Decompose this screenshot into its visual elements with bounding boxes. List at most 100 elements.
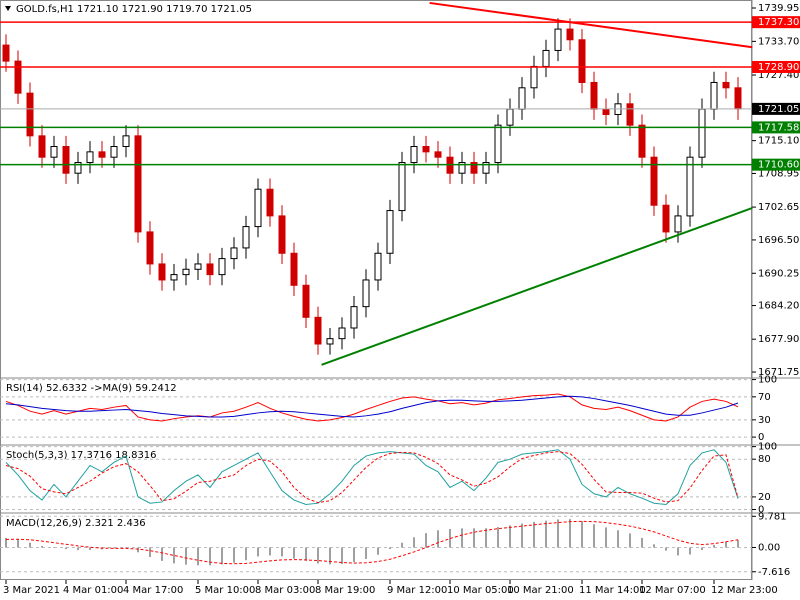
macd-bar	[497, 527, 499, 548]
level-tag	[752, 121, 800, 134]
candle-body	[566, 28, 574, 41]
candle-body	[86, 151, 94, 164]
candle-body	[518, 87, 526, 110]
trend-line	[429, 1, 753, 49]
macd-bar	[449, 528, 451, 548]
x-tick-label: 10 Mar 21:00	[507, 585, 574, 596]
candle-body	[50, 146, 58, 158]
candle-body	[506, 108, 514, 126]
indicator-line	[5, 393, 739, 422]
macd-bar	[521, 523, 523, 548]
macd-bar	[149, 547, 151, 558]
candle-body	[170, 274, 178, 281]
chart-title: GOLD.fs,H1 1721.10 1721.90 1719.70 1721.…	[16, 4, 252, 15]
y-tick-label: 1671.75	[758, 367, 799, 378]
candle-body	[314, 316, 322, 345]
candle-body	[350, 306, 358, 329]
level-tag	[752, 16, 800, 29]
candle-body	[638, 124, 646, 158]
y-tick-label: 1739.95	[758, 3, 799, 14]
y-tick-label: 30	[758, 415, 771, 426]
candle-body	[194, 263, 202, 270]
x-tick-label: 8 Mar 03:00	[255, 585, 315, 596]
candle-body	[158, 263, 166, 281]
indicator-title: RSI(14) 52.6332 ->MA(9) 59.2412	[6, 383, 177, 394]
macd-bar	[461, 528, 463, 548]
macd-bar	[533, 521, 535, 548]
macd-bar	[353, 547, 355, 563]
current-price-label: 1721.05	[758, 104, 799, 115]
macd-bar	[41, 545, 43, 548]
macd-bar	[425, 533, 427, 548]
candle-body	[62, 146, 70, 174]
macd-bar	[161, 547, 163, 561]
macd-bar	[173, 547, 175, 564]
macd-bar	[5, 537, 7, 548]
level-label: 1717.58	[758, 122, 799, 133]
level-label: 1737.30	[758, 17, 799, 28]
candle-body	[338, 327, 346, 340]
candle-body	[362, 279, 370, 308]
x-tick-label: 4 Mar 17:00	[123, 585, 183, 596]
macd-bar	[401, 542, 403, 548]
y-tick-label: 100	[758, 375, 777, 386]
candle-body	[74, 162, 82, 174]
candle-body	[290, 252, 298, 286]
candle-body	[386, 210, 394, 254]
candle-body	[254, 188, 262, 228]
candle-body	[2, 44, 10, 62]
dropdown-icon[interactable]	[5, 6, 11, 11]
macd-bar	[89, 547, 91, 551]
candle-body	[14, 60, 22, 94]
macd-bar	[545, 520, 547, 548]
macd-bar	[641, 537, 643, 548]
candle-body	[134, 135, 142, 233]
macd-bar	[377, 547, 379, 555]
y-tick-label: 1715.10	[758, 136, 799, 147]
macd-bar	[341, 547, 343, 565]
trend-line	[321, 206, 753, 366]
x-tick-label: 9 Mar 12:00	[387, 585, 447, 596]
candle-body	[650, 156, 658, 206]
macd-bar	[125, 547, 127, 548]
candle-body	[218, 258, 226, 276]
y-tick-label: 1702.65	[758, 202, 799, 213]
macd-bar	[701, 547, 703, 551]
level-label: 1728.90	[758, 62, 799, 73]
level-tag	[752, 158, 800, 171]
candle-body	[698, 108, 706, 158]
macd-bar	[113, 547, 115, 549]
macd-bar	[593, 524, 595, 548]
candle-body	[302, 284, 310, 318]
macd-bar	[185, 547, 187, 565]
x-tick-label: 5 Mar 10:00	[195, 585, 255, 596]
macd-bar	[509, 525, 511, 548]
y-tick-label: 1708.95	[758, 168, 799, 179]
candle-body	[206, 263, 214, 276]
macd-bar	[677, 547, 679, 556]
candle-body	[398, 162, 406, 212]
macd-bar	[713, 544, 715, 548]
indicator-title: Stoch(5,3,3) 17.3716 18.8316	[6, 450, 157, 461]
candle-body	[374, 252, 382, 281]
level-label: 1710.60	[758, 160, 799, 171]
macd-bar	[437, 530, 439, 548]
candle-body	[458, 162, 466, 174]
macd-bar	[17, 539, 19, 548]
y-tick-label: -7.616	[758, 567, 790, 578]
macd-bar	[257, 547, 259, 557]
y-tick-label: 20	[758, 492, 771, 503]
candle-body	[710, 81, 718, 110]
y-tick-label: 1727.40	[758, 70, 799, 81]
y-tick-label: 100	[758, 442, 777, 453]
y-tick-label: 0.00	[758, 542, 780, 553]
signal-line	[5, 520, 739, 565]
candle-body	[494, 124, 502, 164]
macd-bar	[557, 519, 559, 548]
candle-body	[626, 103, 634, 126]
candle-body	[230, 247, 238, 260]
x-tick-label: 10 Mar 05:00	[447, 585, 514, 596]
macd-bar	[233, 547, 235, 563]
y-tick-label: 1733.70	[758, 36, 799, 47]
